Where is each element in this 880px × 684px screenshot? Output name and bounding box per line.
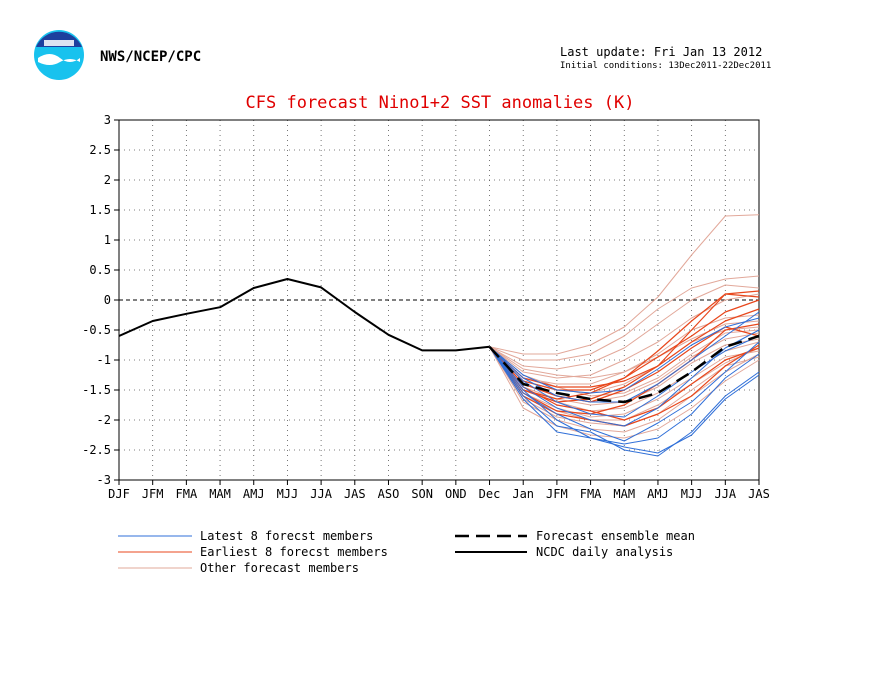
x-tick-label: JJA xyxy=(714,487,736,501)
earliest-member-line xyxy=(489,323,760,415)
y-tick-label: -2.5 xyxy=(82,443,111,457)
legend-latest-label: Latest 8 forecst members xyxy=(200,529,373,543)
x-tick-label: JFM xyxy=(142,487,164,501)
y-tick-label: 3 xyxy=(104,113,111,127)
ensemble-mean-line xyxy=(488,334,760,404)
other-member-line xyxy=(489,284,760,370)
y-tick-label: 0 xyxy=(104,293,111,307)
legend: Latest 8 forecst members Earliest 8 fore… xyxy=(118,529,695,575)
y-tick-label: -1.5 xyxy=(82,383,111,397)
x-tick-label: MJJ xyxy=(681,487,703,501)
other-member-line xyxy=(489,320,760,379)
x-tick-label: JJA xyxy=(310,487,332,501)
last-update-text: Last update: Fri Jan 13 2012 xyxy=(560,45,762,59)
chart-title: CFS forecast Nino1+2 SST anomalies (K) xyxy=(246,93,635,113)
x-tick-label: DJF xyxy=(108,487,130,501)
y-tick-label: 1 xyxy=(104,233,111,247)
latest-members xyxy=(489,311,760,457)
earliest-member-line xyxy=(489,293,760,400)
earliest-member-line xyxy=(489,308,760,388)
latest-member-line xyxy=(489,317,760,394)
legend-other-label: Other forecast members xyxy=(200,561,359,575)
other-member-line xyxy=(489,346,760,418)
y-tick-label: -0.5 xyxy=(82,323,111,337)
x-tick-label: FMA xyxy=(176,487,198,501)
y-tick-label: 1.5 xyxy=(89,203,111,217)
latest-member-line xyxy=(489,346,760,454)
grid xyxy=(119,120,759,480)
x-tick-label: MAM xyxy=(209,487,231,501)
x-tick-label: JAS xyxy=(344,487,366,501)
x-tick-label: FMA xyxy=(580,487,602,501)
legend-analysis-label: NCDC daily analysis xyxy=(536,545,673,559)
y-tick-label: 0.5 xyxy=(89,263,111,277)
legend-mean-label: Forecast ensemble mean xyxy=(536,529,695,543)
x-tick-label: Jan xyxy=(512,487,534,501)
initial-conditions-text: Initial conditions: 13Dec2011-22Dec2011 xyxy=(560,61,771,71)
x-tick-label: Dec xyxy=(479,487,501,501)
x-tick-label: MJJ xyxy=(277,487,299,501)
y-tick-label: 2 xyxy=(104,173,111,187)
main-lines xyxy=(118,278,760,404)
x-tick-label: JFM xyxy=(546,487,568,501)
other-member-line xyxy=(489,346,760,433)
noaa-logo-icon xyxy=(34,30,84,80)
x-tick-label: AMJ xyxy=(243,487,265,501)
x-tick-label: AMJ xyxy=(647,487,669,501)
x-tick-label: OND xyxy=(445,487,467,501)
other-member-line xyxy=(489,275,760,361)
y-tick-label: -1 xyxy=(97,353,111,367)
x-tick-label: ASO xyxy=(378,487,400,501)
analysis-line xyxy=(118,278,490,352)
agency-label: NWS/NCEP/CPC xyxy=(100,49,201,65)
latest-member-line xyxy=(489,341,760,442)
y-tick-label: -2 xyxy=(97,413,111,427)
y-tick-label: 2.5 xyxy=(89,143,111,157)
other-member-line xyxy=(489,214,760,355)
x-tick-label: JAS xyxy=(748,487,770,501)
x-tick-label: MAM xyxy=(613,487,635,501)
y-tick-label: -3 xyxy=(97,473,111,487)
x-tick-label: SON xyxy=(411,487,433,501)
legend-earliest-label: Earliest 8 forecst members xyxy=(200,545,388,559)
latest-member-line xyxy=(489,346,760,457)
latest-member-line xyxy=(489,335,760,418)
